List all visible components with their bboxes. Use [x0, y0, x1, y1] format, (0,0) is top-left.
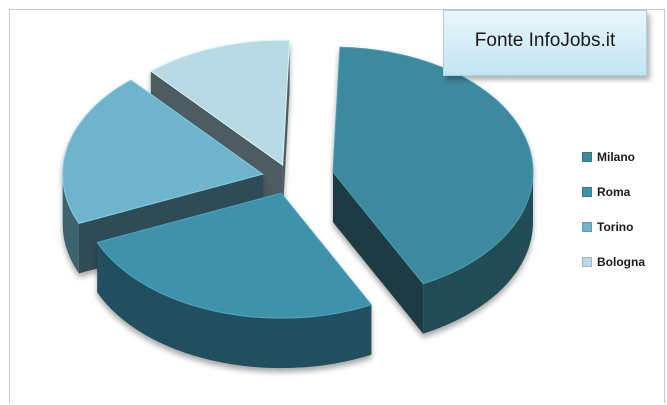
- legend-item-milano: Milano: [582, 148, 645, 166]
- pie-slice-top: [332, 46, 534, 285]
- legend-swatch: [582, 257, 592, 267]
- pie-slice-side: [423, 172, 533, 334]
- legend-swatch: [582, 222, 592, 232]
- legend-label: Roma: [597, 185, 631, 199]
- legend-label: Milano: [597, 150, 635, 164]
- legend-item-torino: Torino: [582, 218, 645, 236]
- legend-label: Torino: [597, 220, 634, 234]
- pie-slice-top: [62, 79, 264, 224]
- pie-slice-top: [149, 39, 291, 167]
- pie-slice-milano: [332, 46, 534, 334]
- pie-slice-top: [96, 192, 373, 319]
- legend-swatch: [582, 152, 592, 162]
- source-text: Fonte InfoJobs.it: [474, 30, 616, 51]
- legend-swatch: [582, 187, 592, 197]
- legend-item-bologna: Bologna: [582, 253, 645, 271]
- pie-slice-wall: [282, 40, 290, 216]
- pie-slice-roma: [96, 192, 373, 369]
- pie-slice-side: [97, 242, 372, 369]
- source-box: Fonte InfoJobs.it: [443, 10, 647, 76]
- pie-slice-side: [62, 174, 79, 274]
- legend-label: Bologna: [597, 255, 645, 269]
- legend: Milano Roma Torino Bologna: [582, 148, 645, 288]
- legend-item-roma: Roma: [582, 183, 645, 201]
- pie-slice-wall: [332, 172, 424, 334]
